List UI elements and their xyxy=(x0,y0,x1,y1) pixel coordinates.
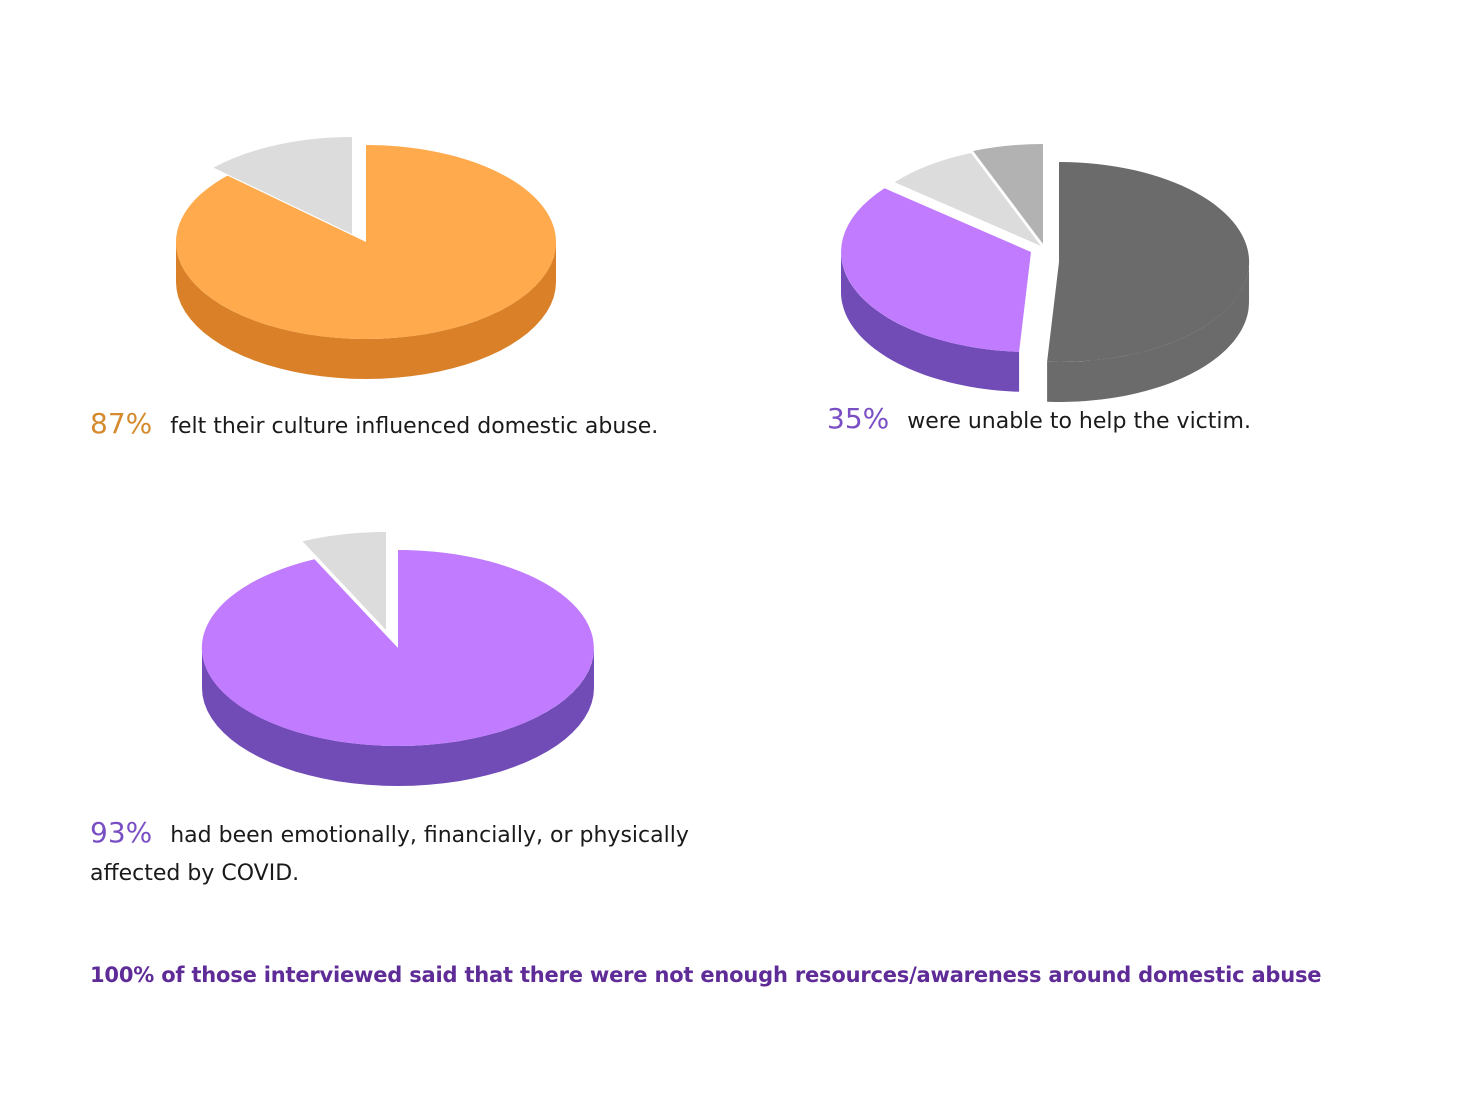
caption-text: were unable to help the victim. xyxy=(907,409,1251,434)
percent-label: 87% xyxy=(90,407,153,440)
pie-slice-side xyxy=(176,242,556,379)
pie-sides xyxy=(176,242,556,379)
percent-label: 35% xyxy=(827,402,890,435)
caption-text: felt their culture influenced domestic a… xyxy=(170,414,659,439)
pie-tops xyxy=(841,144,1250,362)
caption-text: had been emotionally, financially, or ph… xyxy=(90,823,689,886)
pie-slice xyxy=(213,137,352,234)
pie-slice xyxy=(302,532,386,630)
pie-slice-side xyxy=(841,252,1020,392)
pie-slice xyxy=(894,153,1041,246)
pie-slice xyxy=(973,144,1043,244)
pie-slice-side xyxy=(1047,262,1249,402)
pie-slice xyxy=(201,550,594,746)
caption-help-victim: 35% were unable to help the victim. xyxy=(827,400,1387,441)
footnote: 100% of those interviewed said that ther… xyxy=(90,963,1322,987)
pie-slice xyxy=(1047,161,1250,362)
caption-culture: 87% felt their culture influenced domesti… xyxy=(90,405,730,446)
caption-covid: 93% had been emotionally, financially, or… xyxy=(90,814,730,893)
pie-tops xyxy=(201,532,594,746)
percent-label: 93% xyxy=(90,816,153,849)
pie-slice-side xyxy=(202,648,594,786)
pie-tops xyxy=(176,137,557,339)
pie-slice xyxy=(176,145,557,339)
pie-slice xyxy=(841,188,1031,352)
pie-sides xyxy=(841,252,1249,402)
pie-sides xyxy=(202,648,594,786)
